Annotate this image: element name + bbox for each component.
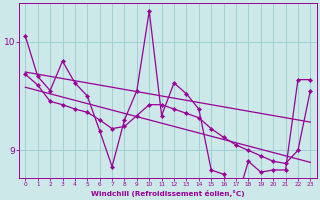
X-axis label: Windchill (Refroidissement éolien,°C): Windchill (Refroidissement éolien,°C): [91, 190, 245, 197]
